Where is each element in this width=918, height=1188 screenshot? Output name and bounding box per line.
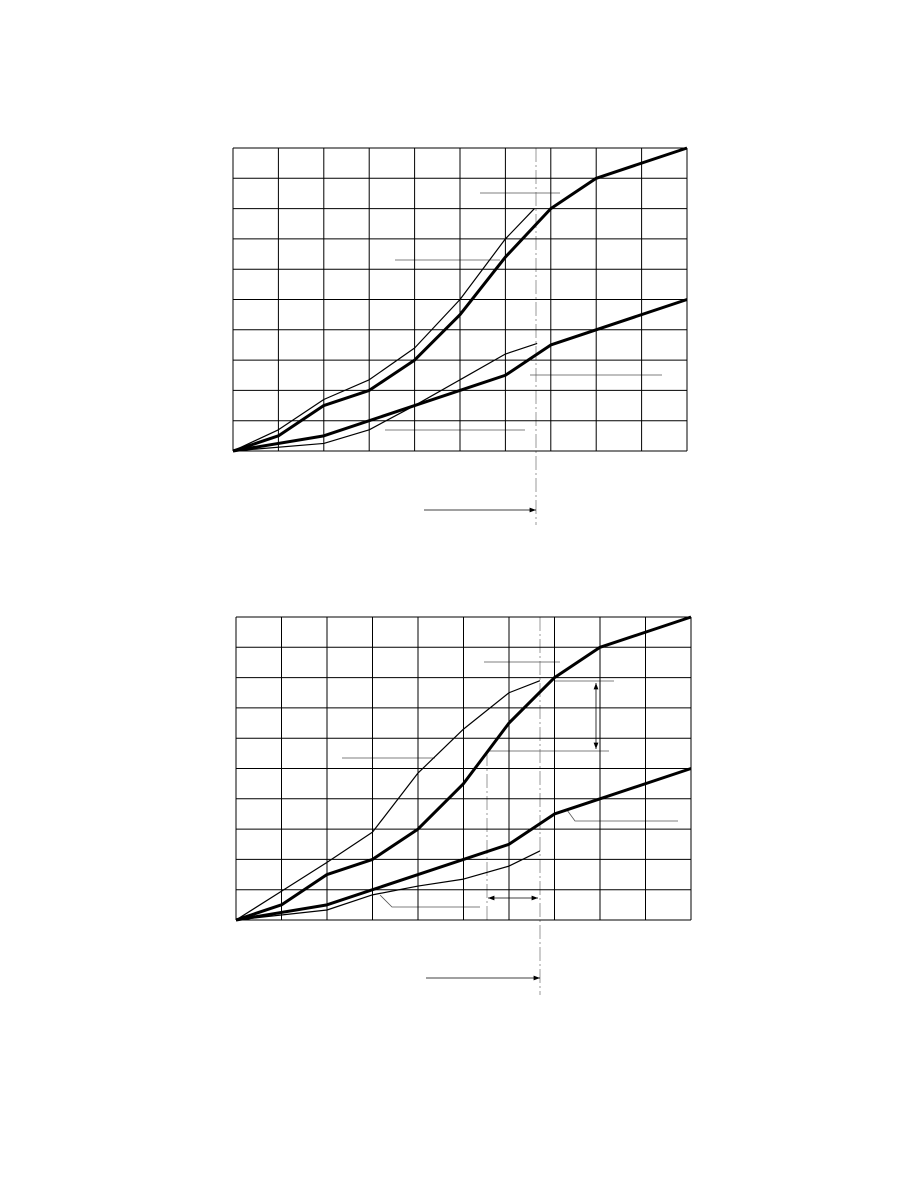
curve — [235, 850, 541, 921]
leader — [566, 809, 678, 822]
leader — [379, 894, 480, 908]
curve — [232, 208, 535, 452]
curve — [232, 146, 688, 453]
curve — [235, 615, 692, 922]
annotations-1 — [385, 148, 662, 525]
curve — [232, 342, 538, 452]
curve — [235, 767, 692, 922]
curve — [232, 298, 688, 453]
curve — [235, 680, 541, 921]
annotations-2 — [342, 617, 678, 995]
